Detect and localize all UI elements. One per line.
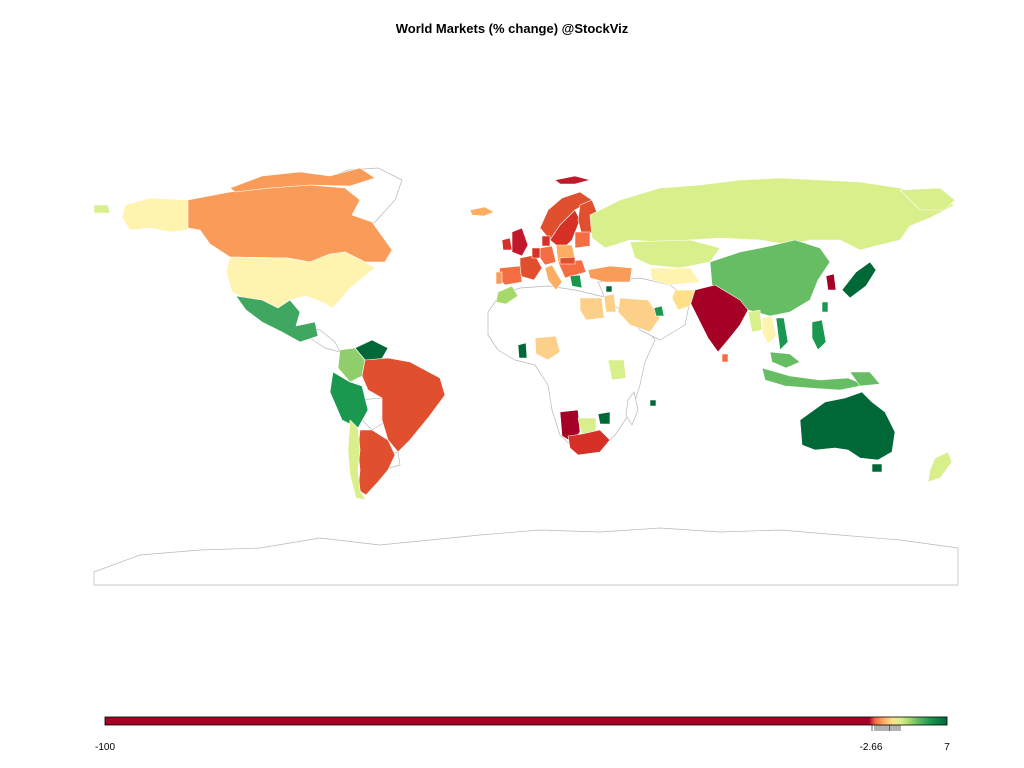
korea: [825, 273, 837, 291]
svalbard: [554, 175, 591, 185]
mauritius: [649, 399, 657, 407]
turkey: [587, 265, 633, 283]
italy: [544, 264, 563, 291]
japan: [841, 261, 877, 299]
india: [689, 284, 749, 353]
madagascar: [625, 391, 639, 426]
australia: [799, 391, 896, 461]
lebanon: [605, 285, 613, 293]
ireland: [501, 237, 513, 251]
kazakhstan: [629, 239, 721, 269]
kenya: [607, 359, 627, 381]
pakistan: [671, 289, 696, 311]
legend-min-label: -100: [95, 742, 115, 753]
vietnam: [775, 317, 789, 351]
antarctica: [93, 527, 959, 586]
baltics: [574, 231, 591, 249]
taiwan: [821, 301, 829, 313]
legend-mid-label: -2.66: [860, 742, 883, 753]
legend-max-label: 7: [944, 742, 950, 753]
uae: [653, 305, 665, 317]
canada-islands: [229, 167, 376, 193]
hungary: [559, 256, 576, 265]
indonesia: [761, 367, 866, 391]
iceland: [469, 206, 495, 217]
alaska: [121, 197, 189, 233]
nigeria: [534, 335, 561, 361]
chile: [347, 419, 367, 501]
new-zealand: [927, 451, 953, 483]
peru: [329, 371, 369, 429]
egypt: [579, 297, 605, 321]
malaysia: [769, 351, 801, 369]
far-west-alaska: [93, 204, 111, 214]
mexico: [235, 295, 319, 343]
map-title: World Markets (% change) @StockViz: [395, 21, 629, 36]
legend-rug-ticks: [871, 725, 901, 731]
bangladesh-myanmar: [747, 309, 763, 333]
zimbabwe: [597, 411, 611, 425]
tasmania: [871, 463, 883, 473]
morocco: [495, 285, 519, 305]
brazil: [361, 357, 446, 453]
central-asia: [649, 267, 701, 286]
portugal: [495, 271, 503, 285]
benelux: [531, 247, 541, 259]
sri-lanka: [721, 353, 729, 363]
ghana: [517, 342, 528, 359]
legend-color-bar: [104, 716, 948, 726]
denmark: [541, 235, 551, 247]
canada: [187, 184, 393, 263]
russia-east: [899, 187, 956, 211]
argentina: [357, 429, 396, 496]
papua: [849, 371, 881, 387]
greece: [569, 274, 583, 289]
jordan-israel: [603, 293, 617, 313]
south-africa: [567, 429, 611, 456]
saudi-arabia: [617, 297, 661, 333]
philippines: [811, 319, 827, 351]
